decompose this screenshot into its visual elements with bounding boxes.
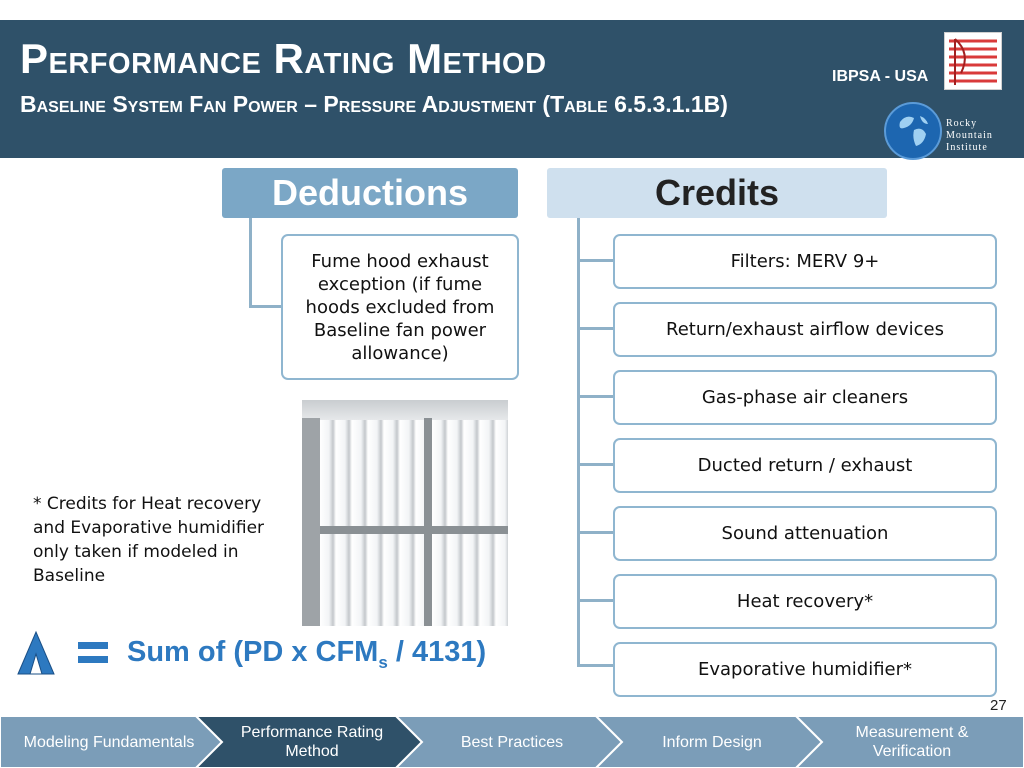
deductions-connector-vertical — [249, 218, 252, 307]
credits-footnote: * Credits for Heat recovery and Evaporat… — [33, 494, 265, 586]
slide-subtitle: Baseline System Fan Power – Pressure Adj… — [20, 91, 728, 117]
slide-header: Performance Rating Method Baseline Syste… — [0, 20, 1024, 160]
deductions-header: Deductions — [222, 168, 518, 218]
credit-item-label: Evaporative humidifier* — [697, 659, 913, 680]
deductions-connector-horizontal — [249, 305, 282, 308]
fume-hood-deduction-box: Fume hood exhaust exception (if fume hoo… — [281, 234, 519, 380]
nav-tab-best-practices[interactable]: Best Practices — [460, 733, 564, 751]
air-filter-image — [302, 400, 508, 626]
flag-icon — [944, 32, 1002, 90]
credit-item-heat-recovery: Heat recovery* — [613, 574, 997, 629]
credit-item-return-exhaust-airflow: Return/exhaust airflow devices — [613, 302, 997, 357]
credit-item-label: Heat recovery* — [736, 591, 874, 612]
organization-label: IBPSA - USA — [832, 68, 929, 85]
credit-item-label: Gas-phase air cleaners — [701, 387, 909, 408]
slide-title: Performance Rating Method — [20, 35, 547, 82]
credits-header: Credits — [547, 168, 887, 218]
nav-tab-performance-rating-method[interactable]: Performance Rating Method — [240, 724, 384, 760]
section-nav-background — [0, 716, 1024, 768]
credits-connector-h-2 — [577, 327, 614, 330]
nav-tab-inform-design[interactable]: Inform Design — [662, 733, 762, 751]
page-number: 27 — [990, 697, 1007, 714]
nav-tab-measurement-verification[interactable]: Measurement & Verification — [855, 724, 969, 760]
rmi-logo: Rocky Mountain Institute — [884, 100, 1014, 166]
globe-icon — [884, 102, 942, 160]
fan-power-formula: Sum of (PD x CFMs / 4131) — [127, 636, 487, 672]
credit-item-label: Ducted return / exhaust — [697, 455, 913, 476]
credits-connector-h-7 — [577, 664, 614, 667]
credit-item-label: Sound attenuation — [721, 523, 889, 544]
delta-p-icon — [16, 630, 110, 676]
credit-item-sound-attenuation: Sound attenuation — [613, 506, 997, 561]
credits-connector-h-3 — [577, 395, 614, 398]
credit-item-ducted-return: Ducted return / exhaust — [613, 438, 997, 493]
credits-connector-vertical — [577, 218, 580, 666]
credit-item-gas-phase-cleaners: Gas-phase air cleaners — [613, 370, 997, 425]
credits-connector-h-1 — [577, 259, 614, 262]
rmi-logo-text: Rocky Mountain Institute — [946, 118, 993, 153]
credits-connector-h-6 — [577, 599, 614, 602]
credit-item-label: Return/exhaust airflow devices — [666, 319, 944, 340]
credit-item-label: Filters: MERV 9+ — [730, 251, 880, 272]
credits-connector-h-4 — [577, 463, 614, 466]
section-nav: Modeling Fundamentals Performance Rating… — [0, 716, 1024, 768]
fume-hood-deduction-text: Fume hood exhaust exception (if fume hoo… — [305, 250, 495, 364]
nav-tab-modeling-fundamentals[interactable]: Modeling Fundamentals — [23, 733, 195, 751]
credit-item-evaporative-humidifier: Evaporative humidifier* — [613, 642, 997, 697]
credit-item-filters: Filters: MERV 9+ — [613, 234, 997, 289]
credits-connector-h-5 — [577, 531, 614, 534]
